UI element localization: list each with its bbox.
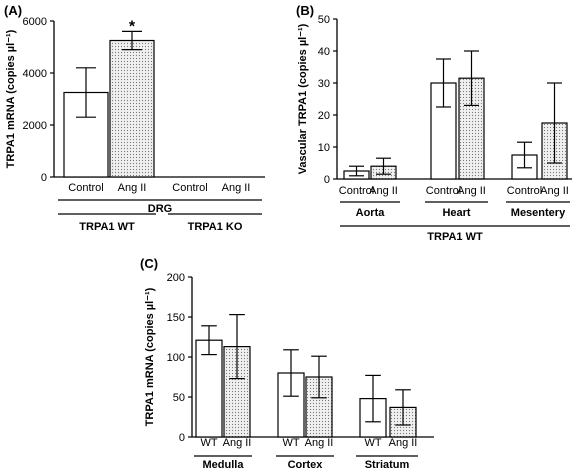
bar: [223, 346, 251, 438]
y-tick-label: 0: [179, 432, 185, 444]
group-label: Aorta: [356, 207, 386, 219]
group-label: TRPA1 WT: [427, 231, 483, 243]
category-label: Ang II: [457, 185, 486, 197]
category-label: Ang II: [222, 182, 251, 194]
panel-label: (A): [4, 3, 22, 18]
category-label: Ang II: [118, 182, 147, 194]
group-label: Striatum: [365, 459, 410, 469]
y-tick-label: 30: [318, 78, 330, 90]
category-label: Control: [68, 182, 103, 194]
category-label: Control: [507, 185, 542, 197]
group-label: Cortex: [288, 459, 324, 469]
y-tick-label: 50: [318, 14, 330, 26]
y-tick-label: 2000: [23, 120, 47, 132]
group-label: Mesentery: [511, 207, 566, 219]
group-label: TRPA1 WT: [79, 221, 135, 233]
y-axis-label: TRPA1 mRNA (copies µl⁻¹): [144, 287, 156, 426]
y-tick-label: 20: [318, 110, 330, 122]
bar: [109, 39, 155, 178]
category-label: Control: [172, 182, 207, 194]
y-tick-label: 10: [318, 142, 330, 154]
y-axis-label: Vascular TRPA1 (copies µl⁻¹): [297, 23, 309, 174]
category-label: Ang II: [540, 185, 569, 197]
category-label: WT: [200, 437, 217, 449]
category-label: Ang II: [389, 437, 418, 449]
category-label: Control: [339, 185, 374, 197]
y-tick-label: 100: [167, 352, 185, 364]
y-tick-label: 200: [167, 272, 185, 284]
group-label: Medulla: [203, 459, 245, 469]
y-tick-label: 6000: [23, 16, 47, 28]
significance-star: *: [129, 18, 136, 35]
category-label: Ang II: [305, 437, 334, 449]
panel-label: (B): [296, 3, 314, 18]
y-axis-label: TRPA1 mRNA (copies µl⁻¹): [5, 29, 17, 168]
group-label: Heart: [442, 207, 470, 219]
y-tick-label: 4000: [23, 68, 47, 80]
category-label: WT: [364, 437, 381, 449]
y-tick-label: 50: [173, 392, 185, 404]
category-label: WT: [282, 437, 299, 449]
group-label: TRPA1 KO: [188, 221, 243, 233]
bar: [195, 339, 223, 438]
y-tick-label: 150: [167, 312, 185, 324]
panel-b: (B) 0 10 20 30 40 50 Vascular TRPA1 (copies µl⁻…: [296, 3, 572, 243]
y-tick-label: 40: [318, 46, 330, 58]
group-label: DRG: [148, 203, 172, 215]
y-tick-label: 0: [41, 172, 47, 184]
category-label: Control: [426, 185, 461, 197]
panel-a: (A) 0 2000 4000 6000 TRPA1 mRNA (copies µl⁻¹)…: [4, 3, 265, 233]
category-label: Ang II: [369, 185, 398, 197]
y-tick-label: 0: [324, 174, 330, 186]
panel-label: (C): [140, 256, 158, 271]
category-label: Ang II: [223, 437, 252, 449]
panel-c: (C) 0 50 100 150 200 TRPA1 mRNA (copies µl⁻¹) W…: [140, 256, 434, 469]
